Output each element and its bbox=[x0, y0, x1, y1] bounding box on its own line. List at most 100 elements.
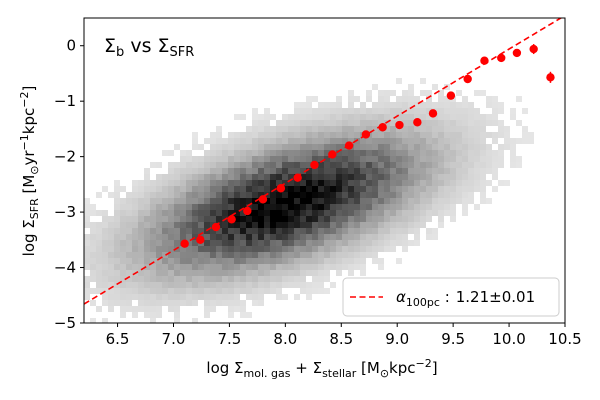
density-cell bbox=[264, 210, 270, 216]
density-cell bbox=[390, 198, 396, 204]
density-cell bbox=[348, 252, 354, 258]
density-cell bbox=[204, 162, 210, 168]
density-cell bbox=[366, 228, 372, 234]
density-cell bbox=[192, 276, 198, 282]
density-cell bbox=[288, 198, 294, 204]
density-cell bbox=[378, 222, 384, 228]
density-cell bbox=[240, 216, 246, 222]
density-cell bbox=[240, 186, 246, 192]
density-cell bbox=[396, 168, 402, 174]
density-cell bbox=[348, 120, 354, 126]
density-cell bbox=[402, 120, 408, 126]
density-cell bbox=[282, 198, 288, 204]
density-cell bbox=[318, 222, 324, 228]
density-cell bbox=[456, 174, 462, 180]
density-cell bbox=[270, 168, 276, 174]
data-point bbox=[446, 91, 456, 100]
density-cell bbox=[216, 174, 222, 180]
density-cell bbox=[192, 138, 198, 144]
density-cell bbox=[162, 210, 168, 216]
density-cell bbox=[240, 144, 246, 150]
density-cell bbox=[456, 168, 462, 174]
xlabel-sup: −2 bbox=[416, 357, 432, 370]
density-cell bbox=[120, 306, 126, 312]
density-cell bbox=[414, 186, 420, 192]
density-cell bbox=[90, 240, 96, 246]
density-cell bbox=[126, 246, 132, 252]
density-cell bbox=[102, 252, 108, 258]
density-cell bbox=[372, 228, 378, 234]
density-cell bbox=[510, 114, 516, 120]
density-cell bbox=[480, 198, 486, 204]
density-cell bbox=[366, 240, 372, 246]
density-cell bbox=[366, 192, 372, 198]
density-cell bbox=[96, 288, 102, 294]
density-cell bbox=[102, 318, 108, 323]
density-cell bbox=[444, 138, 450, 144]
density-cell bbox=[360, 246, 366, 252]
density-cell bbox=[420, 168, 426, 174]
density-cell bbox=[366, 186, 372, 192]
density-cell bbox=[228, 162, 234, 168]
density-cell bbox=[360, 234, 366, 240]
density-cell bbox=[192, 168, 198, 174]
density-cell bbox=[108, 246, 114, 252]
density-cell bbox=[270, 246, 276, 252]
density-cell bbox=[390, 156, 396, 162]
density-cell bbox=[252, 282, 258, 288]
density-cell bbox=[108, 240, 114, 246]
density-cell bbox=[108, 252, 114, 258]
density-cell bbox=[108, 222, 114, 228]
density-cell bbox=[210, 144, 216, 150]
density-cell bbox=[330, 264, 336, 270]
data-point bbox=[276, 184, 286, 193]
density-cell bbox=[168, 192, 174, 198]
density-cell bbox=[384, 198, 390, 204]
title-sub-b: b bbox=[116, 45, 124, 60]
density-cell bbox=[270, 276, 276, 282]
density-cell bbox=[522, 108, 528, 114]
density-cell bbox=[342, 204, 348, 210]
density-cell bbox=[396, 138, 402, 144]
density-cell bbox=[444, 192, 450, 198]
density-cell bbox=[474, 144, 480, 150]
density-cell bbox=[168, 294, 174, 300]
density-cell bbox=[264, 270, 270, 276]
density-cell bbox=[114, 192, 120, 198]
density-cell bbox=[468, 162, 474, 168]
density-cell bbox=[192, 228, 198, 234]
density-cell bbox=[120, 264, 126, 270]
density-cell bbox=[210, 246, 216, 252]
density-cell bbox=[210, 138, 216, 144]
legend-value: 1.21±0.01 bbox=[456, 288, 535, 306]
density-cell bbox=[246, 288, 252, 294]
x-tick-label: 9.0 bbox=[385, 330, 409, 348]
density-cell bbox=[372, 216, 378, 222]
density-cell bbox=[414, 234, 420, 240]
density-cell bbox=[324, 144, 330, 150]
density-cell bbox=[174, 216, 180, 222]
density-cell bbox=[138, 264, 144, 270]
density-cell bbox=[294, 216, 300, 222]
density-cell bbox=[378, 150, 384, 156]
density-cell bbox=[222, 264, 228, 270]
density-cell bbox=[468, 108, 474, 114]
density-cell bbox=[252, 132, 258, 138]
density-cell bbox=[294, 156, 300, 162]
density-cell bbox=[390, 240, 396, 246]
density-cell bbox=[426, 234, 432, 240]
density-cell bbox=[108, 282, 114, 288]
density-cell bbox=[312, 132, 318, 138]
density-cell bbox=[390, 162, 396, 168]
density-cell bbox=[498, 180, 504, 186]
density-cell bbox=[372, 246, 378, 252]
density-cell bbox=[246, 198, 252, 204]
density-cell bbox=[252, 270, 258, 276]
density-cell bbox=[408, 84, 414, 90]
density-cell bbox=[462, 204, 468, 210]
density-cell bbox=[342, 132, 348, 138]
density-cell bbox=[252, 192, 258, 198]
density-cell bbox=[162, 204, 168, 210]
density-cell bbox=[240, 258, 246, 264]
density-cell bbox=[384, 108, 390, 114]
